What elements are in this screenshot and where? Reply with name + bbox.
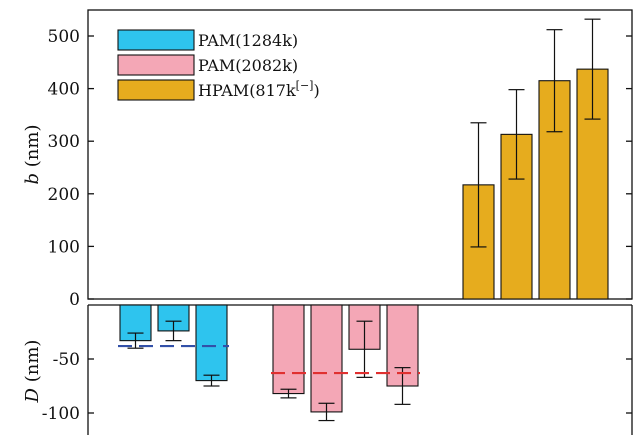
y-axis-label-top: b (nm) bbox=[22, 125, 43, 185]
legend-swatch bbox=[117, 79, 195, 101]
bar-pam-2082k bbox=[310, 304, 343, 413]
legend-label: PAM(2082k) bbox=[198, 56, 298, 75]
legend-swatch bbox=[117, 54, 195, 76]
legend-label: HPAM(817k[−]) bbox=[198, 79, 320, 100]
top-panel-frame bbox=[87, 9, 633, 300]
y-tick-label-top: 0 bbox=[69, 290, 80, 310]
y-tick-label-top: 500 bbox=[48, 27, 80, 47]
y-tick-label-top: 400 bbox=[48, 80, 80, 100]
legend-swatch bbox=[117, 29, 195, 51]
y-tick-label-bottom: -100 bbox=[42, 404, 80, 424]
legend-label: PAM(1284k) bbox=[198, 31, 298, 50]
y-axis-label-bottom: D (nm) bbox=[22, 340, 43, 404]
y-tick-label-top: 200 bbox=[48, 185, 80, 205]
bar-pam-2082k bbox=[272, 304, 305, 395]
bar-pam-1284k bbox=[195, 304, 228, 382]
y-tick-label-top: 100 bbox=[48, 237, 80, 257]
y-tick-label-bottom: -50 bbox=[53, 350, 80, 370]
y-tick-label-top: 300 bbox=[48, 132, 80, 152]
